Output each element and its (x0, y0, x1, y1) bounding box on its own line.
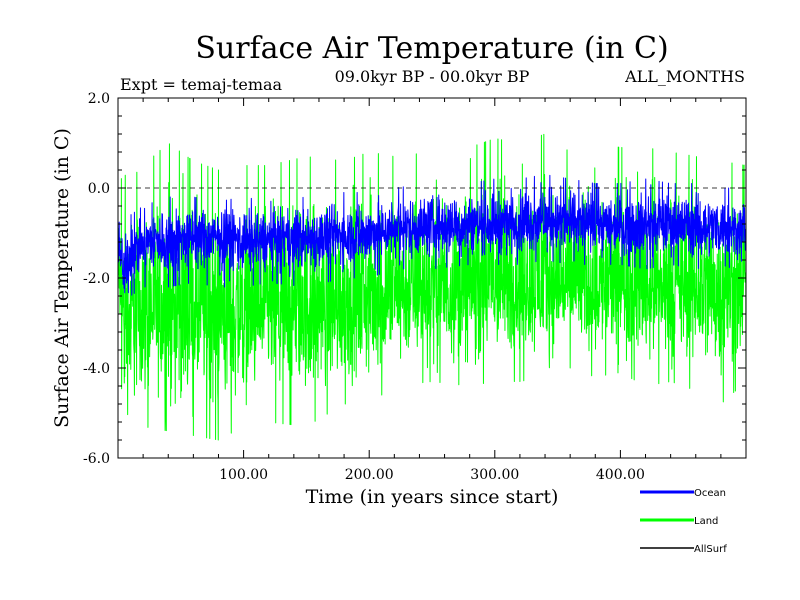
x-tick-label: 100.00 (219, 467, 268, 483)
y-tick-label: -2.0 (83, 271, 110, 287)
x-tick-label: 300.00 (470, 467, 519, 483)
legend-label-allsurf: AllSurf (694, 544, 727, 555)
legend-label-ocean: Ocean (694, 488, 726, 499)
series-land-line (117, 133, 747, 441)
y-tick-label: 0.0 (88, 181, 110, 197)
chart-subtitle: 09.0kyr BP - 00.0kyr BP (335, 67, 530, 86)
y-tick-label: 2.0 (88, 91, 110, 107)
y-axis-label: Surface Air Temperature (in C) (51, 128, 73, 428)
x-tick-label: 400.00 (596, 467, 645, 483)
months-annotation: ALL_MONTHS (624, 67, 745, 86)
experiment-annotation: Expt = temaj-temaa (120, 75, 283, 94)
legend: Ocean Land AllSurf (640, 488, 727, 555)
y-tick-label: -4.0 (83, 361, 110, 377)
legend-label-land: Land (694, 516, 718, 527)
x-axis-label: Time (in years since start) (306, 486, 559, 508)
plot-area: 100.00 200.00 300.00 400.00 -6.0 -4.0 -2.0 0.0 2… (83, 91, 747, 483)
chart-title: Surface Air Temperature (in C) (195, 31, 668, 66)
y-tick-label: -6.0 (83, 451, 110, 467)
series-ocean-line (117, 174, 747, 296)
x-tick-label: 200.00 (345, 467, 394, 483)
